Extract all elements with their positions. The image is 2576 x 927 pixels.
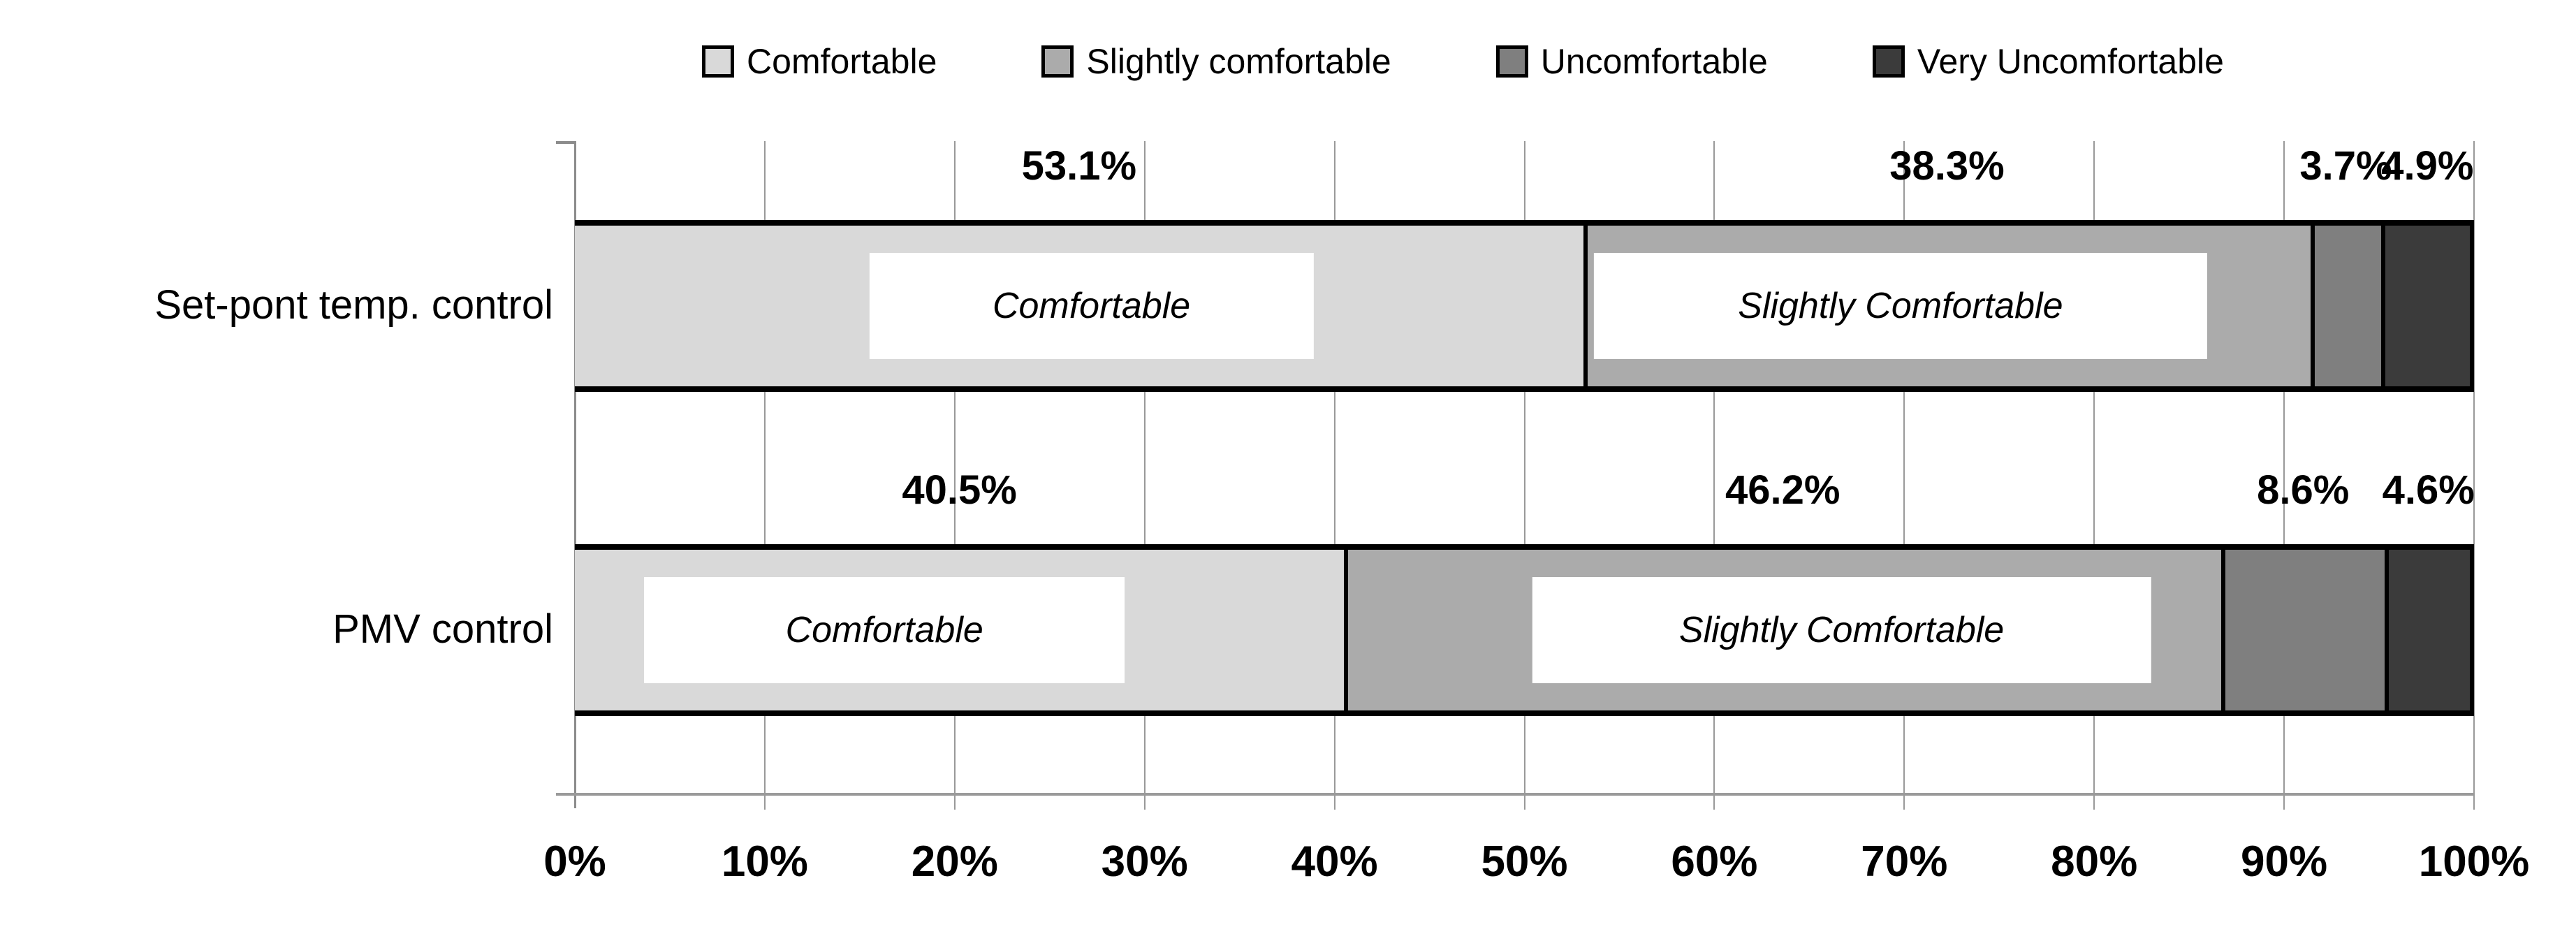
gridline [763,141,766,810]
bar-segment [2221,550,2385,710]
data-label: 46.2% [1725,467,1840,513]
x-tick-label: 10% [721,838,808,886]
data-label: 4.6% [2382,467,2475,513]
bar-row: Comfortable Slightly Comfortable [575,544,2474,716]
x-tick-label: 20% [911,838,998,886]
gridline [2473,141,2475,810]
category-label: Set-pont temp. control [154,282,553,328]
legend-item: Uncomfortable [1495,41,1768,82]
gridline [1143,141,1146,810]
segment-annotation-box: Slightly Comfortable [1532,577,2151,683]
gridline [1333,141,1335,810]
gridline [1713,141,1715,810]
gridline [2283,141,2285,810]
x-tick-label: 60% [1671,838,1758,886]
legend-label: Uncomfortable [1540,42,1768,81]
legend-swatch-icon [702,45,735,78]
data-label: 40.5% [902,467,1017,513]
gridline [1523,141,1525,810]
data-label: 53.1% [1021,143,1137,189]
legend-swatch-icon [1495,45,1528,78]
bar-segment [2380,226,2474,386]
x-tick-label: 30% [1101,838,1188,886]
legend-swatch-icon [1872,45,1905,78]
segment-annotation-text: Slightly Comfortable [1738,286,2063,326]
category-label: PMV control [332,606,553,652]
data-label: 8.6% [2257,467,2350,513]
x-tick-label: 80% [2051,838,2138,886]
data-label: 4.9% [2381,143,2474,189]
plot-area: Comfortable Slightly Comfortable 53.1% 38.3… [556,141,2475,810]
y-axis-top-tick [556,141,575,144]
x-tick-label: 70% [1861,838,1948,886]
segment-annotation-box: Comfortable [644,577,1125,683]
bar-segment [2385,550,2474,710]
data-label: 38.3% [1889,143,2005,189]
segment-annotation-box: Comfortable [869,253,1314,359]
y-axis-line [574,141,576,808]
x-axis-line [556,793,2474,796]
legend: Comfortable Slightly comfortable Uncomfort… [513,41,2413,82]
segment-annotation-box: Slightly Comfortable [1593,253,2207,359]
bar-row: Comfortable Slightly Comfortable [575,220,2474,392]
gridline [1903,141,1905,810]
legend-item: Very Uncomfortable [1872,41,2224,82]
gridline [953,141,956,810]
legend-swatch-icon [1041,45,1074,78]
legend-label: Slightly comfortable [1086,42,1391,81]
legend-item: Slightly comfortable [1041,41,1391,82]
x-tick-label: 40% [1291,838,1378,886]
legend-item: Comfortable [702,41,937,82]
bar-segment [2311,226,2381,386]
segment-annotation-text: Comfortable [992,286,1191,326]
x-tick-label: 50% [1481,838,1568,886]
legend-label: Comfortable [747,42,937,81]
x-tick-label: 0% [543,838,606,886]
gridline [2093,141,2095,810]
x-axis-tick-labels: 0% 10% 20% 30% 40% 50% 60% 70% 80% 90% 100% [543,835,2529,898]
x-tick-label: 90% [2241,838,2328,886]
segment-annotation-text: Comfortable [785,610,983,650]
segment-annotation-text: Slightly Comfortable [1678,610,2005,650]
x-tick-label: 100% [2418,838,2530,886]
data-label: 3.7% [2299,143,2392,189]
legend-label: Very Uncomfortable [1917,42,2224,81]
